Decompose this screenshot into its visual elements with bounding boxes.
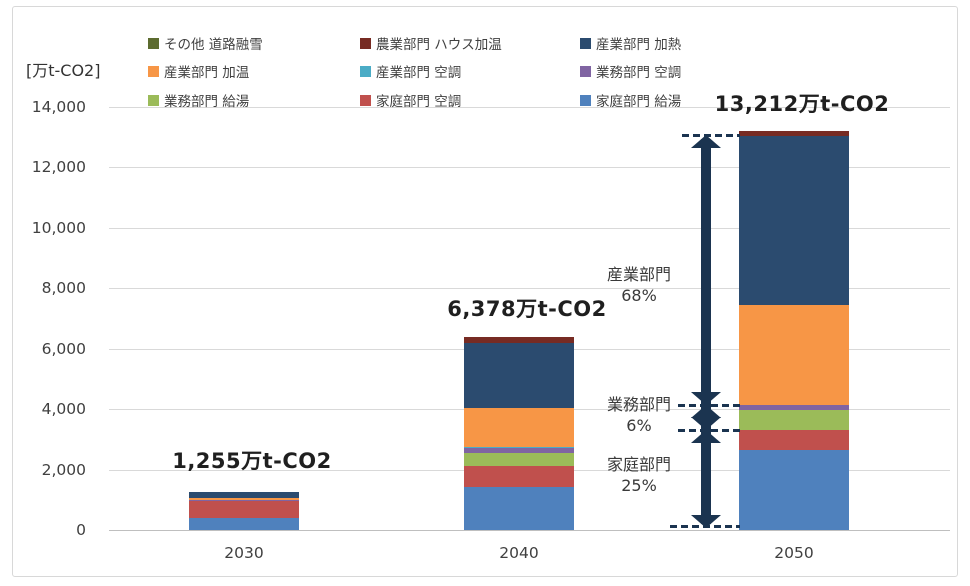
legend-item: 産業部門 空調 <box>360 61 461 81</box>
x-axis-label-2050: 2050 <box>774 544 814 562</box>
bar-segment-2030-1 <box>189 500 299 518</box>
sector-label-household: 家庭部門 25% <box>607 454 671 496</box>
legend-item: 産業部門 加熱 <box>580 33 681 53</box>
legend-swatch <box>360 94 371 106</box>
legend-label: 産業部門 加熱 <box>596 37 682 53</box>
bar-segment-2050-6 <box>739 136 849 306</box>
bar-segment-2030-3 <box>189 499 299 501</box>
gridline <box>109 288 950 290</box>
bar-segment-2040-0 <box>464 487 574 530</box>
sector-label-industry: 産業部門 68% <box>607 264 671 306</box>
legend-label: 業務部門 空調 <box>596 65 682 81</box>
sector-label-business-pct: 6% <box>626 416 652 435</box>
legend-swatch <box>148 94 159 106</box>
legend-label: 産業部門 加温 <box>164 65 250 81</box>
bar-segment-2040-3 <box>464 448 574 453</box>
gridline <box>109 107 950 108</box>
sector-label-industry-pct: 68% <box>621 286 657 305</box>
sector-label-business-name: 業務部門 <box>606 395 672 414</box>
legend-item: 業務部門 給湯 <box>148 90 249 110</box>
bar-segment-2050-2 <box>739 409 849 430</box>
total-label-2040: 6,378万t-CO2 <box>447 297 607 321</box>
sector-label-household-name: 家庭部門 <box>606 455 672 474</box>
gridline <box>109 227 950 229</box>
y-tick-label: 14,000 <box>31 98 86 116</box>
bar-segment-2040-6 <box>464 343 574 408</box>
total-label-2030: 1,255万t-CO2 <box>172 449 332 473</box>
legend-item: その他 道路融雪 <box>148 33 263 53</box>
legend-item: 産業部門 加温 <box>148 61 249 81</box>
y-tick-label: 10,000 <box>31 218 86 237</box>
y-tick-label: 12,000 <box>31 158 86 177</box>
y-tick-label: 6,000 <box>41 339 86 358</box>
sector-label-industry-name: 産業部門 <box>606 265 672 284</box>
arrowhead-up-icon <box>691 135 721 148</box>
bar-segment-2050-1 <box>739 429 849 450</box>
x-axis-label-2030: 2030 <box>224 544 264 562</box>
legend-swatch <box>360 65 371 77</box>
bar-segment-2040-7 <box>464 337 574 344</box>
legend-item: 家庭部門 給湯 <box>580 90 681 110</box>
legend-swatch <box>360 37 371 49</box>
legend-swatch <box>148 65 159 77</box>
bar-segment-2050-0 <box>739 449 849 530</box>
bar-segment-2030-6 <box>189 492 299 499</box>
bar-segment-2050-7 <box>739 130 849 136</box>
legend-label: その他 道路融雪 <box>164 37 263 53</box>
legend-item: 農業部門 ハウス加温 <box>360 33 502 53</box>
legend-item: 家庭部門 空調 <box>360 90 461 110</box>
bar-segment-2040-4 <box>464 447 574 449</box>
bar-segment-2050-5 <box>739 305 849 405</box>
bar-segment-2040-2 <box>464 453 574 466</box>
legend-label: 家庭部門 空調 <box>376 94 462 110</box>
legend-swatch <box>148 37 159 49</box>
x-axis-label-2040: 2040 <box>499 544 539 562</box>
legend-label: 家庭部門 給湯 <box>596 94 682 110</box>
sector-label-business: 業務部門 6% <box>607 394 671 436</box>
bar-segment-2030-5 <box>189 498 299 500</box>
legend-label: 業務部門 給湯 <box>164 94 250 110</box>
arrowhead-down-icon <box>691 391 721 405</box>
legend-swatch <box>580 94 591 106</box>
x-axis-line <box>109 530 950 531</box>
gridline <box>109 167 950 169</box>
sector-span-arrow-line <box>701 139 711 524</box>
y-axis-unit-label: [万t-CO2] <box>26 61 101 80</box>
sector-label-household-pct: 25% <box>621 476 657 495</box>
arrowhead-up-icon <box>691 429 721 443</box>
arrowhead-down-icon <box>691 515 721 528</box>
legend-label: 産業部門 空調 <box>376 65 462 81</box>
total-label-2050: 13,212万t-CO2 <box>714 92 890 116</box>
arrowhead-down-icon <box>691 416 721 430</box>
bar-segment-2040-5 <box>464 407 574 448</box>
bar-segment-2040-1 <box>464 465 574 488</box>
y-tick-label: 2,000 <box>41 460 86 479</box>
legend-swatch <box>580 37 591 49</box>
arrowhead-up-icon <box>691 404 721 418</box>
legend-label: 農業部門 ハウス加温 <box>376 37 502 53</box>
y-tick-label: 4,000 <box>41 400 86 419</box>
bar-segment-2050-3 <box>739 404 849 410</box>
y-tick-label: 8,000 <box>41 279 86 298</box>
y-tick-label: 0 <box>76 521 86 539</box>
legend-swatch <box>580 65 591 77</box>
bar-segment-2030-0 <box>189 517 299 530</box>
legend-item: 業務部門 空調 <box>580 61 681 81</box>
